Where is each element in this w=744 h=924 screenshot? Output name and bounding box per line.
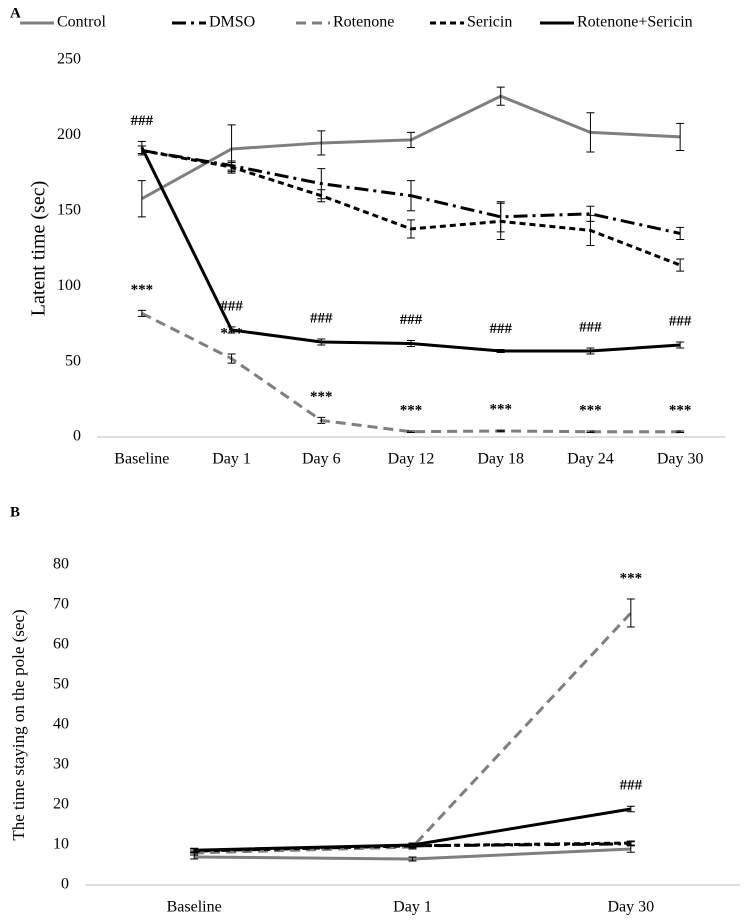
y-tick-label: 50 (53, 676, 69, 693)
annotation: ### (620, 778, 643, 794)
annotation: ### (220, 298, 243, 314)
error-bar (496, 86, 505, 106)
error-bar (137, 140, 146, 154)
error-bar (676, 226, 685, 240)
error-bar (407, 339, 415, 348)
error-bar (586, 430, 595, 433)
error-bar (407, 430, 415, 433)
annotation: ### (669, 313, 692, 329)
error-bar (586, 347, 595, 355)
annotation: *** (669, 402, 692, 418)
error-bar (317, 130, 326, 156)
error-bar (586, 214, 595, 246)
y-tick-label: 20 (53, 796, 69, 813)
annotation: ### (489, 321, 512, 337)
annotation: *** (579, 402, 602, 418)
error-bar (137, 180, 146, 218)
y-axis-label: The time staying on the pole (sec) (9, 609, 28, 840)
y-tick-label: 80 (53, 556, 69, 573)
series-line (194, 611, 632, 855)
legend-label: Rotenone+Sericin (577, 14, 693, 31)
legend-label: Control (57, 14, 106, 31)
y-tick-label: 30 (53, 756, 69, 773)
y-tick-label: 60 (53, 636, 69, 653)
error-bar (676, 341, 685, 349)
error-bar (317, 338, 326, 346)
annotation: ### (400, 312, 423, 328)
y-axis-label: Latent time (sec) (28, 181, 50, 317)
y-tick-label: 10 (53, 836, 69, 853)
annotation: ### (131, 113, 154, 129)
x-tick-label: Day 1 (212, 451, 251, 468)
error-bar (317, 416, 326, 424)
x-tick-label: Day 6 (302, 451, 341, 468)
error-bar (626, 805, 635, 813)
error-bar (676, 430, 685, 433)
y-tick-label: 50 (65, 352, 81, 369)
error-bar (407, 180, 415, 212)
error-bar (408, 842, 417, 848)
y-tick-label: 200 (57, 126, 81, 143)
panel-label: A (10, 5, 21, 21)
x-tick-label: Day 30 (657, 451, 704, 468)
x-tick-label: Day 12 (388, 451, 435, 468)
y-tick-label: 150 (57, 201, 81, 218)
error-bar (317, 189, 326, 203)
error-bar (227, 353, 236, 364)
annotation: *** (489, 402, 512, 418)
annotation: ### (310, 310, 333, 326)
legend-label: Sericin (467, 14, 512, 31)
error-bar (496, 429, 505, 433)
annotation: ### (579, 319, 602, 335)
legend-label: DMSO (209, 14, 255, 31)
error-bar (586, 112, 595, 153)
error-bar (496, 202, 505, 240)
error-bar (190, 847, 199, 853)
error-bar (227, 326, 236, 334)
error-bar (227, 162, 236, 173)
x-tick-label: Baseline (114, 451, 169, 468)
y-tick-label: 0 (73, 428, 81, 445)
x-tick-label: Day 1 (393, 899, 432, 916)
error-bar (137, 309, 146, 317)
y-tick-label: 0 (61, 876, 69, 893)
annotation: *** (620, 570, 643, 586)
annotation: *** (400, 402, 423, 418)
error-bar (407, 131, 415, 148)
y-tick-label: 40 (53, 716, 69, 733)
error-bar (676, 122, 685, 151)
y-tick-label: 70 (53, 596, 69, 613)
x-tick-label: Day 24 (567, 451, 614, 468)
panel-label: B (10, 504, 20, 520)
annotation: *** (131, 282, 154, 298)
annotation: *** (310, 389, 333, 405)
x-tick-label: Day 18 (477, 451, 524, 468)
error-bar (408, 856, 417, 862)
error-bar (676, 258, 685, 272)
error-bar (496, 349, 505, 354)
y-tick-label: 100 (57, 277, 81, 294)
error-bar (626, 598, 635, 628)
error-bar (407, 219, 415, 239)
y-tick-label: 250 (57, 51, 81, 68)
legend-label: Rotenone (333, 14, 394, 31)
x-tick-label: Baseline (167, 899, 222, 916)
x-tick-label: Day 30 (608, 899, 655, 916)
error-bar (626, 840, 635, 846)
